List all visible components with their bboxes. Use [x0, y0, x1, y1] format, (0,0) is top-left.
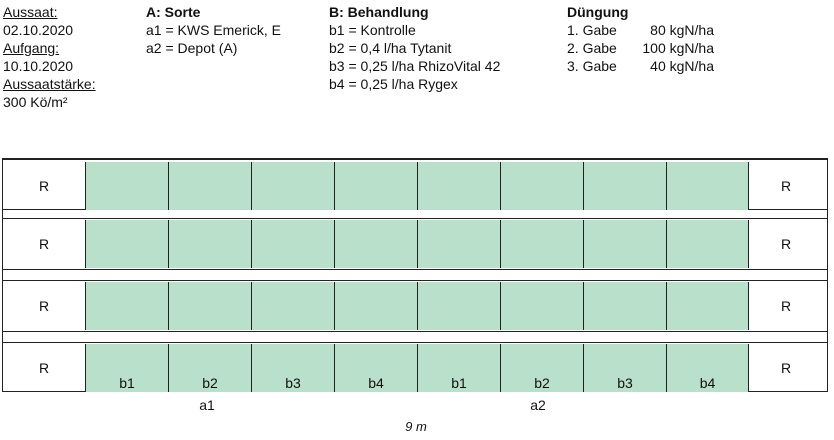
sowing-info: Aussaat: 02.10.2020 Aufgang: 10.10.2020 … — [3, 3, 96, 111]
plot-cell: b3 — [583, 344, 666, 392]
border-plot-right: R — [780, 178, 792, 194]
plot-cell — [334, 282, 417, 330]
plot-cell: b2 — [500, 344, 583, 392]
border-plot-left: R — [38, 178, 50, 194]
sorte-legend: A: Sorte a1 = KWS Emerick, E a2 = Depot … — [146, 3, 281, 57]
field-width-label: 9 m — [405, 419, 427, 434]
plot-cell: b2 — [168, 344, 251, 392]
plot-cell — [583, 162, 666, 210]
border-plot-left: R — [38, 360, 50, 376]
row-separator-line — [3, 342, 827, 343]
aussaatstaerke-value: 300 Kö/m² — [3, 94, 68, 110]
aufgang-value: 10.10.2020 — [3, 58, 74, 74]
plot-cell — [666, 162, 749, 210]
sorte-item: a1 = KWS Emerick, E — [146, 22, 281, 38]
plot-cell — [85, 162, 168, 210]
treatment-label: b4 — [368, 375, 384, 391]
gabe-amount: 100 kgN/ha — [642, 40, 714, 56]
gabe-label: 1. Gabe — [567, 22, 617, 38]
plot-cell — [666, 220, 749, 268]
sorte-item: a2 = Depot (A) — [146, 40, 238, 56]
plot-cell — [583, 282, 666, 330]
behandlung-item: b3 = 0,25 l/ha RhizoVital 42 — [329, 58, 501, 74]
plot-cell — [251, 162, 334, 210]
plot-cell: b3 — [251, 344, 334, 392]
behandlung-item: b4 = 0,25 l/ha Rygex — [329, 76, 458, 92]
aufgang-label: Aufgang: — [3, 40, 60, 56]
gabe-label: 2. Gabe — [567, 40, 617, 56]
plot-cell — [168, 162, 251, 210]
duengung-row: 2. Gabe 100 kgN/ha — [567, 39, 714, 57]
aussaat-label: Aussaat: — [3, 4, 58, 20]
sorte-a2-label: a2 — [530, 397, 546, 413]
treatment-label: b1 — [451, 375, 467, 391]
plot-cell — [500, 220, 583, 268]
sorte-heading: A: Sorte — [146, 4, 201, 20]
sorte-a1-label: a1 — [199, 397, 215, 413]
plot-cell — [334, 220, 417, 268]
row-separator-line — [3, 218, 827, 219]
border-plot-left: R — [38, 298, 50, 314]
gabe-amount: 40 kgN/ha — [650, 58, 714, 74]
plot-cell — [666, 282, 749, 330]
treatment-label: b4 — [699, 375, 716, 391]
treatment-label: b2 — [202, 375, 218, 391]
duengung-row: 3. Gabe 40 kgN/ha — [567, 57, 714, 75]
row-separator-line — [3, 331, 827, 332]
plot-cell — [500, 162, 583, 210]
gabe-amount: 80 kgN/ha — [650, 22, 714, 38]
plot-cell — [417, 162, 500, 210]
aussaatstaerke-label: Aussaatstärke: — [3, 76, 96, 92]
duengung-row: 1. Gabe 80 kgN/ha — [567, 21, 714, 39]
plot-cell — [168, 220, 251, 268]
row-separator-line — [3, 280, 827, 281]
treatment-label: b3 — [285, 375, 301, 391]
plot-cell: b1 — [417, 344, 500, 392]
behandlung-item: b1 = Kontrolle — [329, 22, 416, 38]
plot-cell — [417, 220, 500, 268]
plot-cell — [85, 220, 168, 268]
behandlung-heading: B: Behandlung — [329, 4, 429, 20]
treatment-label: b2 — [534, 375, 550, 391]
plot-cell: b1 — [85, 344, 168, 392]
border-plot-right: R — [780, 298, 792, 314]
plot-cell — [417, 282, 500, 330]
border-plot-left: R — [38, 236, 50, 252]
row-separator-line — [3, 269, 827, 270]
row-separator-line — [3, 159, 827, 160]
duengung-heading: Düngung — [567, 4, 629, 20]
border-plot-right: R — [780, 360, 792, 376]
plot-cell — [334, 162, 417, 210]
plot-cell — [85, 282, 168, 330]
gabe-label: 3. Gabe — [567, 58, 617, 74]
plot-cell: b4 — [666, 344, 749, 392]
behandlung-legend: B: Behandlung b1 = Kontrolle b2 = 0,4 l/… — [329, 3, 500, 93]
plot-cell — [583, 220, 666, 268]
plot-cell — [251, 220, 334, 268]
treatment-label: b3 — [617, 375, 633, 391]
plot-cell — [251, 282, 334, 330]
plot-cell — [500, 282, 583, 330]
border-plot-right: R — [780, 236, 792, 252]
behandlung-item: b2 = 0,4 l/ha Tytanit — [329, 40, 452, 56]
duengung-legend: Düngung 1. Gabe 80 kgN/ha 2. Gabe 100 kg… — [567, 3, 714, 75]
plot-cell: b4 — [334, 344, 417, 392]
plot-cell — [168, 282, 251, 330]
aussaat-value: 02.10.2020 — [3, 22, 74, 38]
treatment-label: b1 — [119, 375, 135, 391]
